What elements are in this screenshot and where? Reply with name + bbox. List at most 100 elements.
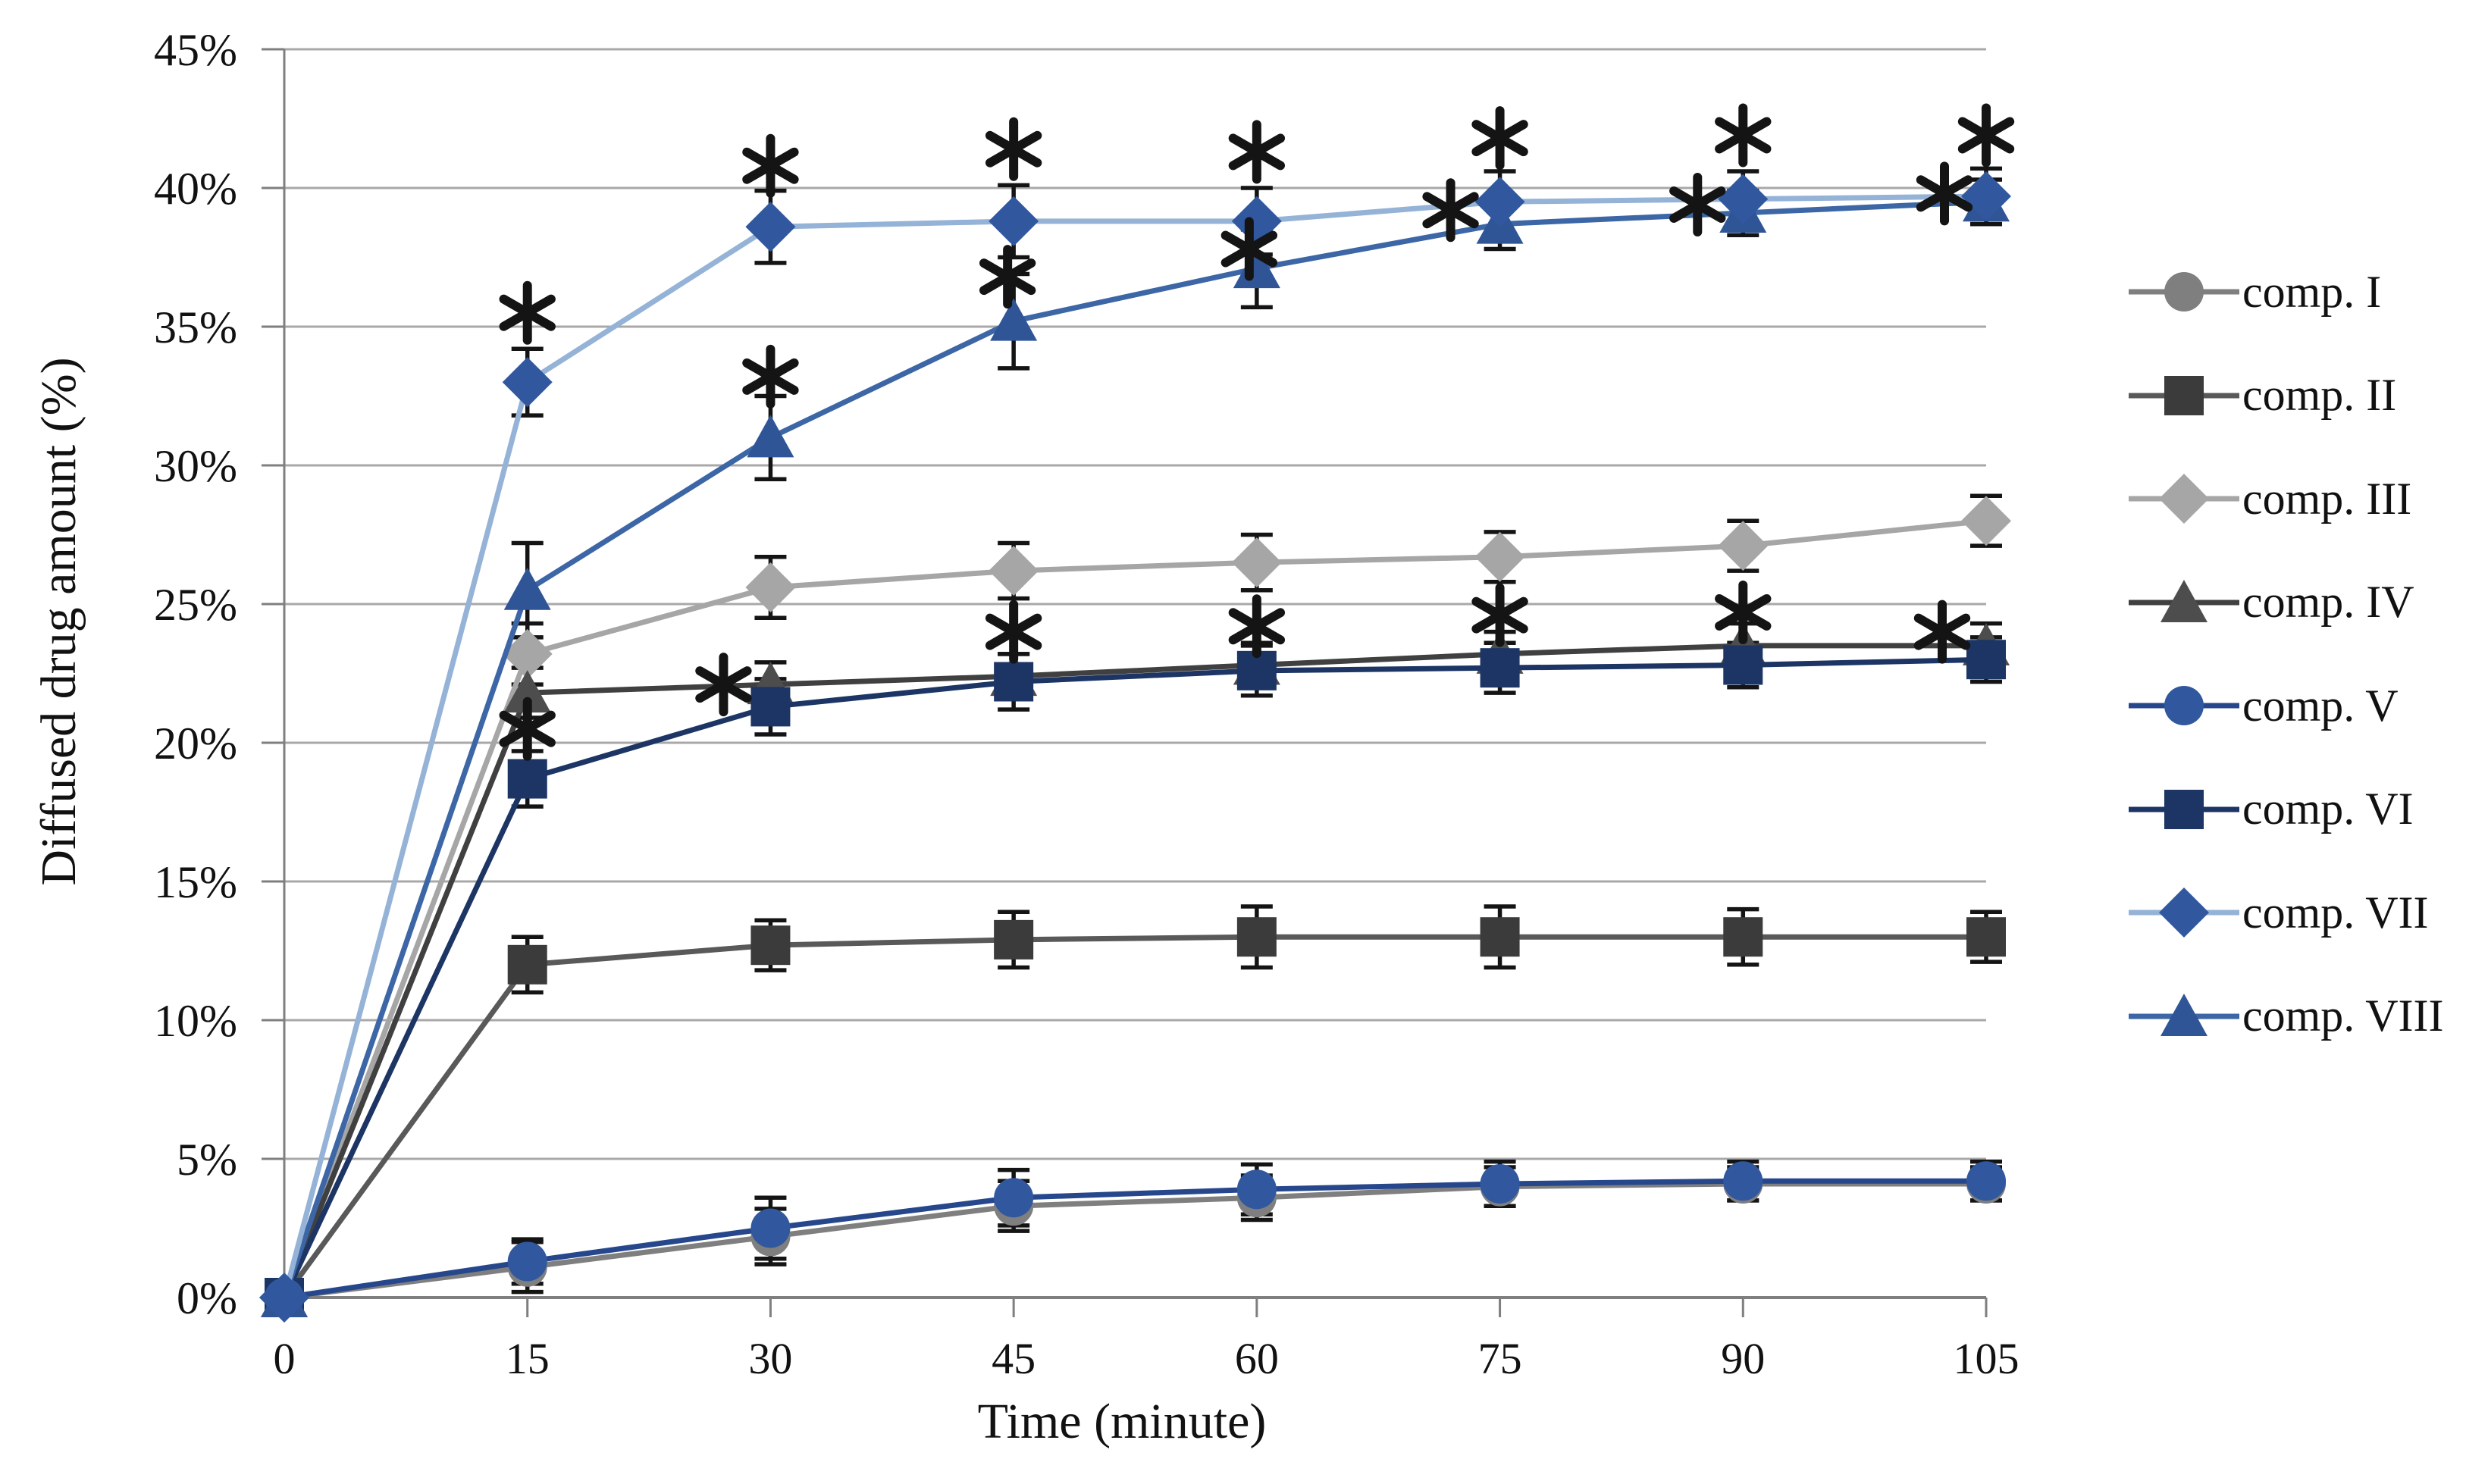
significance-asterisk: [742, 344, 799, 409]
triangle-marker: [503, 670, 551, 713]
legend-label: comp. V: [2242, 680, 2399, 731]
square-marker: [507, 944, 547, 985]
significance-asterisk: [1913, 600, 1971, 664]
legend-label: comp. VI: [2242, 784, 2414, 834]
diamond-marker: [502, 357, 553, 408]
y-tick-label: 35%: [154, 302, 237, 352]
legend-label: comp. VII: [2242, 887, 2429, 938]
square-marker: [1480, 648, 1520, 688]
circle-marker: [1480, 1163, 1520, 1204]
significance-asterisk: [1471, 106, 1528, 171]
significance-annotations: [499, 103, 2015, 761]
series-line: [282, 934, 1986, 1300]
gridlines: [284, 48, 1986, 1160]
y-tick-label: 20%: [154, 719, 237, 769]
significance-asterisk: [499, 280, 556, 345]
y-tick-label: 40%: [154, 164, 237, 214]
y-tick-label: 15%: [154, 857, 237, 907]
square-marker: [750, 925, 791, 966]
triangle-marker: [990, 298, 1038, 341]
significance-asterisk: [1916, 161, 1973, 226]
diamond-marker: [745, 562, 796, 613]
significance-asterisk: [1715, 580, 1772, 644]
square-marker: [2164, 375, 2204, 415]
series-comp-vii: [259, 171, 2011, 1323]
diamond-marker: [1718, 174, 1769, 224]
y-axis-title: Diffused drug amount (%): [31, 357, 86, 886]
triangle-marker: [747, 415, 794, 458]
y-tick-label: 5%: [177, 1135, 237, 1185]
diamond-marker: [2159, 474, 2209, 524]
y-tick-label: 25%: [154, 580, 237, 630]
significance-asterisk: [742, 133, 799, 198]
series-line: [284, 1178, 1986, 1301]
series-line: [281, 518, 1987, 1299]
series-comp-vi: [265, 640, 2006, 1317]
legend-triangle-icon: [2129, 579, 2239, 622]
x-tick-label: 75: [1478, 1334, 1522, 1383]
y-tick-label: 30%: [154, 441, 237, 491]
y-tick-label: 45%: [154, 25, 237, 75]
circle-marker: [2164, 272, 2204, 312]
triangle-marker: [503, 567, 551, 610]
diamond-marker: [745, 202, 796, 252]
diamond-marker: [2159, 888, 2209, 938]
significance-asterisk: [1715, 103, 1772, 167]
series-comp-v: [265, 1161, 2006, 1317]
triangle-marker: [2160, 579, 2207, 622]
significance-asterisk: [1228, 594, 1286, 659]
legend-label: comp. VIII: [2242, 991, 2444, 1041]
circle-marker: [994, 1178, 1034, 1218]
legend-diamond-icon: [2129, 474, 2239, 524]
diamond-marker: [989, 546, 1039, 596]
square-marker: [1723, 917, 1763, 957]
significance-asterisk: [985, 600, 1042, 664]
diamond-marker: [259, 1273, 309, 1323]
diamond-marker: [502, 628, 553, 679]
error-bars: [511, 166, 2002, 1295]
legend-item-comp-ii: comp. II: [2127, 344, 2444, 448]
square-marker: [1236, 917, 1277, 957]
square-marker: [994, 919, 1034, 960]
significance-asterisk: [1669, 172, 1726, 236]
significance-asterisk: [1220, 217, 1278, 281]
y-tick-label: 0%: [177, 1273, 237, 1323]
legend-item-comp-viii: comp. VIII: [2127, 965, 2444, 1069]
x-tick-label: 15: [506, 1334, 550, 1383]
triangle-marker: [2160, 993, 2207, 1036]
legend-label: comp. IV: [2242, 577, 2414, 628]
significance-asterisk: [985, 117, 1042, 181]
significance-asterisk: [1422, 178, 1479, 243]
legend-square-icon: [2129, 375, 2239, 415]
diamond-marker: [1961, 171, 2011, 221]
circle-marker: [2164, 686, 2204, 726]
square-marker: [507, 759, 547, 799]
circle-marker: [507, 1241, 547, 1282]
significance-asterisk: [695, 653, 752, 717]
square-marker: [750, 687, 791, 727]
circle-marker: [1966, 1161, 2006, 1201]
square-marker: [2164, 789, 2204, 829]
square-marker: [1966, 917, 2006, 957]
significance-asterisk: [1957, 103, 2015, 167]
series-line: [281, 199, 1987, 1299]
circle-marker: [1236, 1169, 1277, 1210]
legend-item-comp-iii: comp. III: [2127, 447, 2444, 551]
square-marker: [1480, 917, 1520, 957]
diamond-marker: [1474, 177, 1525, 227]
circle-marker: [1723, 1161, 1763, 1201]
legend-square-icon: [2129, 789, 2239, 829]
legend-label: comp. I: [2242, 266, 2382, 317]
square-marker: [1966, 640, 2006, 680]
diamond-marker: [989, 196, 1039, 246]
x-tick-label: 105: [1954, 1334, 2019, 1383]
circle-marker: [750, 1208, 791, 1248]
diamond-marker: [1961, 496, 2011, 546]
legend-circle-icon: [2129, 272, 2239, 312]
series-line: [281, 656, 1987, 1299]
significance-asterisk: [1228, 120, 1286, 184]
significance-asterisk: [499, 697, 556, 761]
x-tick-label: 60: [1235, 1334, 1279, 1383]
